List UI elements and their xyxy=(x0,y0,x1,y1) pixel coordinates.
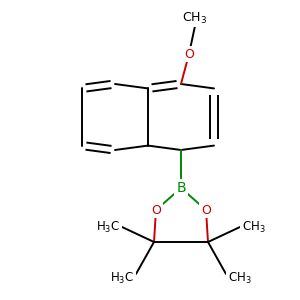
Text: CH$_3$: CH$_3$ xyxy=(242,220,266,235)
Text: CH$_3$: CH$_3$ xyxy=(228,271,252,286)
Text: CH$_3$: CH$_3$ xyxy=(182,11,208,26)
Text: H$_3$C: H$_3$C xyxy=(96,220,120,235)
Text: H$_3$C: H$_3$C xyxy=(110,271,134,286)
Text: O: O xyxy=(151,203,161,217)
Text: O: O xyxy=(201,203,211,217)
Text: B: B xyxy=(176,181,186,195)
Text: O: O xyxy=(184,47,194,61)
